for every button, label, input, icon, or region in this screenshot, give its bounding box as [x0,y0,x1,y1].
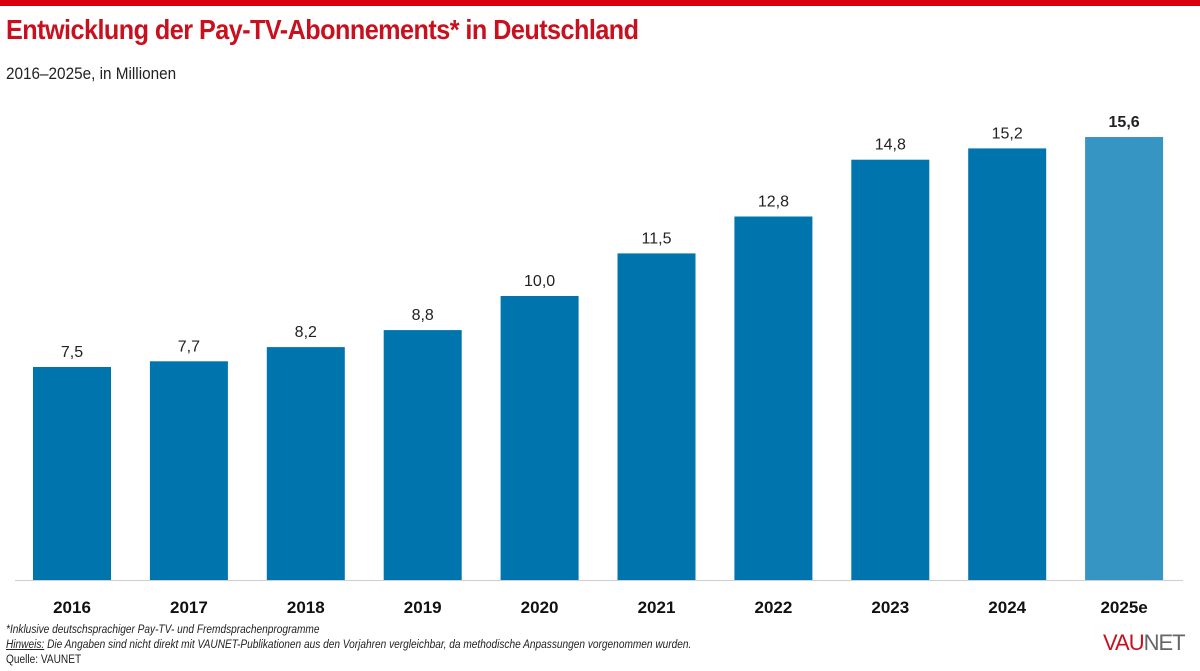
value-label-2025e: 15,6 [1109,114,1140,131]
value-label-2017: 7,7 [178,338,200,355]
x-tick-label-2017: 2017 [170,598,208,617]
hint-text: Die Angaben sind nicht direkt mit VAUNET… [44,639,692,651]
bar-2025e [1085,137,1164,580]
bar-2021 [617,253,696,580]
top-accent-bar [0,0,1200,6]
logo-part-vau: VAU [1103,630,1145,655]
value-label-2022: 12,8 [758,194,789,211]
chart-subtitle: 2016–2025e, in Millionen [6,64,177,83]
value-label-2020: 10,0 [524,273,555,290]
chart-title: Entwicklung der Pay-TV-Abonnements* in D… [6,14,639,45]
x-tick-label-2018: 2018 [287,598,325,617]
hint-note: Hinweis: Die Angaben sind nicht direkt m… [6,639,691,651]
value-label-2018: 8,2 [295,324,317,341]
bar-2016 [33,367,111,580]
source-note: Quelle: VAUNET [6,654,82,666]
x-tick-label-2016: 2016 [53,598,91,617]
value-label-2024: 15,2 [992,125,1023,142]
bar-2020 [500,296,579,580]
x-tick-label-2023: 2023 [871,598,909,617]
value-label-2021: 11,5 [642,230,672,247]
hint-label: Hinweis: [6,639,45,651]
value-label-2019: 8,8 [412,307,434,324]
footnote: *Inklusive deutschsprachiger Pay-TV- und… [6,624,320,636]
logo-part-net: NET [1143,630,1186,655]
x-tick-label-2022: 2022 [754,598,792,617]
x-tick-label-2021: 2021 [638,598,676,617]
bar-2022 [734,216,813,580]
x-tick-label-2019: 2019 [404,598,442,617]
bar-2019 [383,330,462,580]
value-label-2016: 7,5 [61,344,83,361]
vaunet-logo: VAUNET [1103,630,1186,656]
bar-2023 [851,159,930,580]
x-tick-label-2025e: 2025e [1100,598,1147,617]
bar-2024 [968,148,1047,580]
x-tick-label-2020: 2020 [521,598,559,617]
bar-2017 [149,361,228,580]
x-tick-label-2024: 2024 [988,598,1026,617]
bar-2018 [266,347,345,580]
value-label-2023: 14,8 [875,137,906,154]
